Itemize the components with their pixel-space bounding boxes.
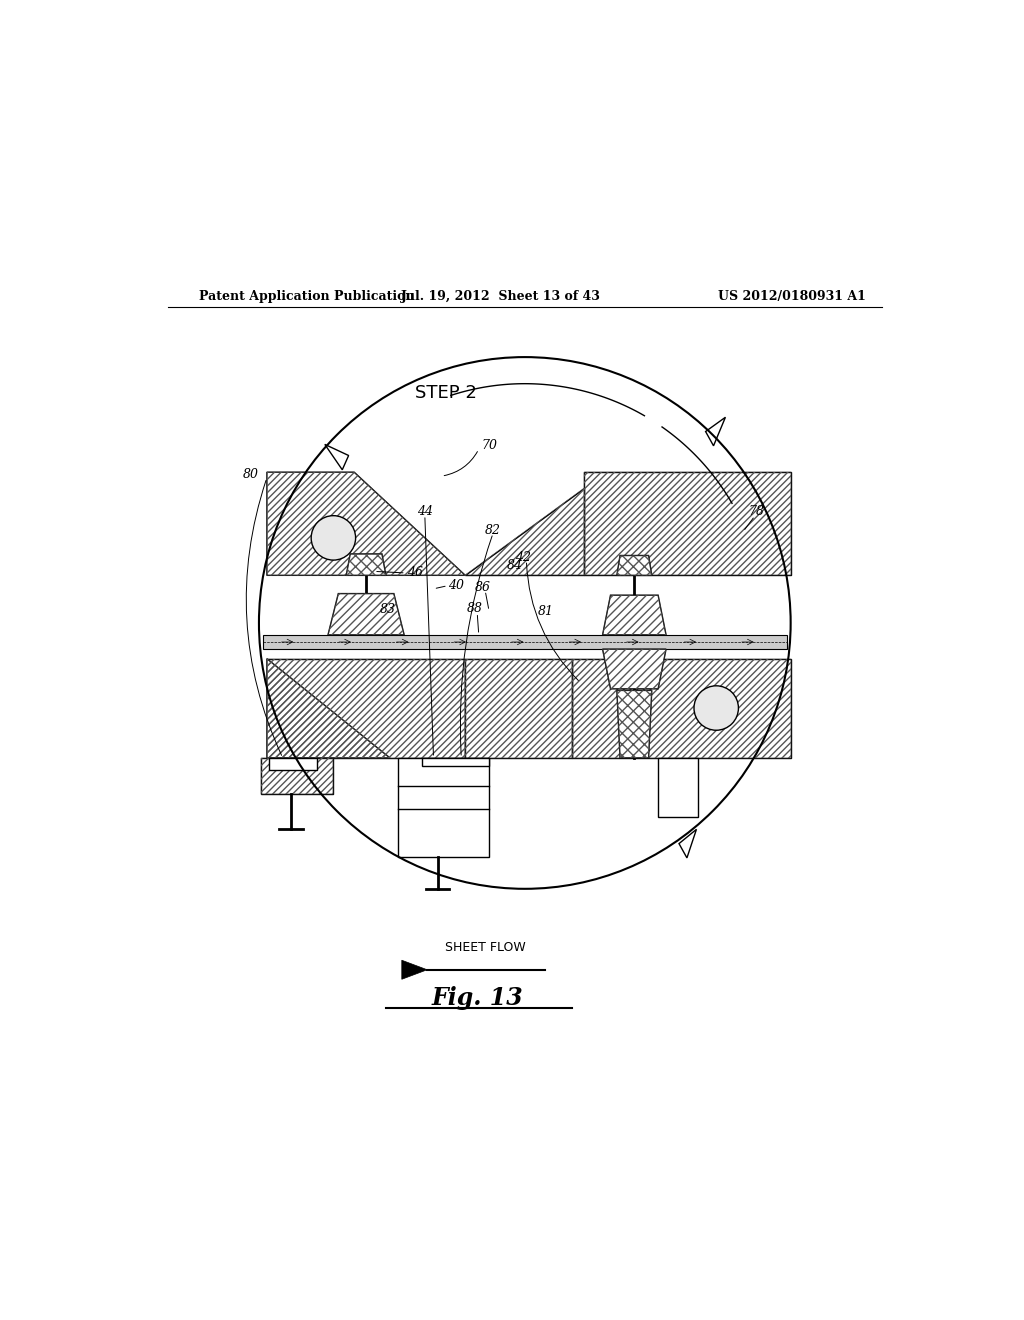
Polygon shape <box>325 445 348 470</box>
Circle shape <box>311 516 355 560</box>
Polygon shape <box>259 358 791 888</box>
Text: 81: 81 <box>538 606 553 618</box>
Text: 83: 83 <box>380 603 395 616</box>
Text: US 2012/0180931 A1: US 2012/0180931 A1 <box>718 290 866 304</box>
Polygon shape <box>401 960 427 979</box>
Text: Jul. 19, 2012  Sheet 13 of 43: Jul. 19, 2012 Sheet 13 of 43 <box>401 290 601 304</box>
Bar <box>397 758 489 857</box>
Text: 44: 44 <box>417 506 433 519</box>
Polygon shape <box>465 659 572 758</box>
Circle shape <box>694 686 738 730</box>
Text: 82: 82 <box>485 524 501 537</box>
Polygon shape <box>572 659 791 758</box>
Text: 84: 84 <box>507 558 523 572</box>
Polygon shape <box>328 594 404 635</box>
Polygon shape <box>602 649 666 689</box>
Polygon shape <box>616 556 652 576</box>
Polygon shape <box>267 659 465 758</box>
Polygon shape <box>267 473 465 576</box>
Text: 80: 80 <box>243 469 259 480</box>
Polygon shape <box>267 659 390 758</box>
Text: STEP 2: STEP 2 <box>415 384 476 401</box>
Text: 42: 42 <box>515 550 531 564</box>
Bar <box>261 758 333 793</box>
Text: Fig. 13: Fig. 13 <box>431 986 523 1010</box>
Bar <box>269 758 316 770</box>
Polygon shape <box>706 417 725 446</box>
Bar <box>422 758 489 766</box>
Text: 78: 78 <box>749 506 765 519</box>
Polygon shape <box>465 488 585 576</box>
Polygon shape <box>346 554 386 576</box>
Polygon shape <box>616 690 652 758</box>
Text: 86: 86 <box>475 581 490 594</box>
Text: 70: 70 <box>481 440 497 453</box>
Text: Patent Application Publication: Patent Application Publication <box>200 290 415 304</box>
Text: 88: 88 <box>467 602 482 615</box>
Bar <box>263 635 786 649</box>
Polygon shape <box>679 829 696 858</box>
Text: 40: 40 <box>447 579 464 593</box>
Text: SHEET FLOW: SHEET FLOW <box>444 941 525 954</box>
Bar <box>658 758 697 817</box>
Polygon shape <box>602 595 666 635</box>
Polygon shape <box>585 473 791 576</box>
Text: 46: 46 <box>408 566 423 579</box>
